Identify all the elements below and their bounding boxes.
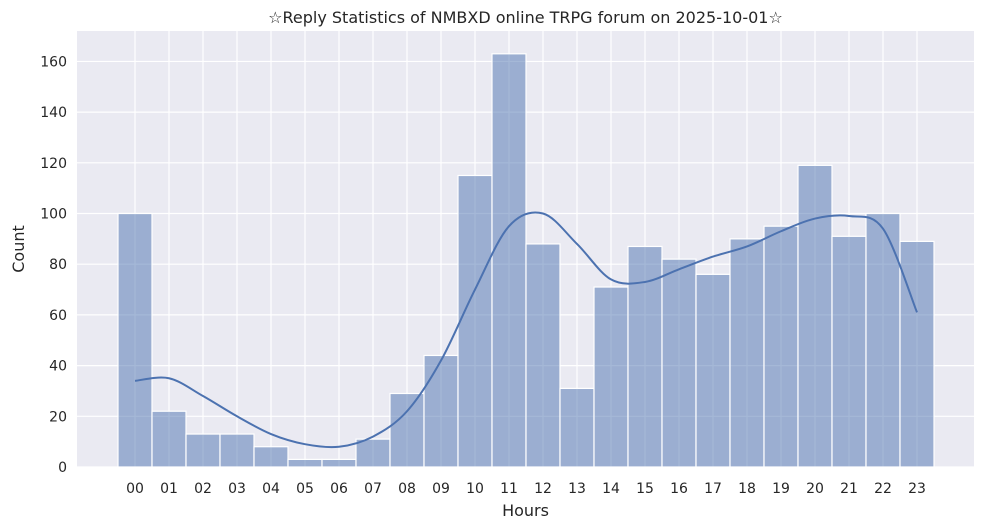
bar-20 (797, 164, 833, 468)
x-tick-label: 11 (500, 481, 518, 497)
x-tick-label: 07 (364, 481, 382, 497)
bar-08 (389, 392, 425, 468)
x-tick-label: 15 (636, 481, 654, 497)
x-tick-label: 18 (738, 481, 756, 497)
bar-11 (491, 53, 527, 468)
x-tick-label: 00 (126, 481, 144, 497)
bar-05 (287, 458, 323, 468)
bar-04 (253, 446, 289, 468)
x-tick-label: 10 (466, 481, 484, 497)
y-tick-label: 120 (40, 156, 67, 172)
bar-02 (185, 433, 221, 468)
x-tick-label: 14 (602, 481, 620, 497)
y-tick-label: 100 (40, 207, 67, 223)
x-axis-label: Hours (502, 501, 549, 520)
x-tick-label: 01 (160, 481, 178, 497)
bar-17 (695, 273, 731, 468)
y-axis-label: Count (9, 225, 28, 273)
y-tick-label: 40 (49, 359, 67, 375)
x-tick-label: 03 (228, 481, 246, 497)
x-tick-label: 08 (398, 481, 416, 497)
bar-21 (831, 235, 867, 468)
bar-19 (763, 225, 799, 468)
bar-00 (117, 212, 153, 468)
bar-01 (151, 410, 187, 468)
bar-14 (593, 286, 629, 468)
bars-group (117, 53, 935, 468)
x-tick-label: 04 (262, 481, 280, 497)
x-tick-label: 13 (568, 481, 586, 497)
x-tick-label: 19 (772, 481, 790, 497)
x-tick-label: 06 (330, 481, 348, 497)
bar-07 (355, 438, 391, 468)
bar-12 (525, 243, 561, 468)
y-tick-label: 20 (49, 409, 67, 425)
bar-22 (865, 212, 901, 468)
kde-curve (134, 211, 918, 449)
x-tick-label: 23 (908, 481, 926, 497)
bar-23 (899, 240, 935, 468)
chart-title: ☆Reply Statistics of NMBXD online TRPG f… (268, 8, 783, 27)
bar-16 (661, 258, 697, 468)
bar-09 (423, 354, 459, 468)
y-tick-label: 0 (58, 460, 67, 476)
y-tick-label: 80 (49, 257, 67, 273)
bar-06 (321, 458, 357, 468)
y-axis-ticks: 0 20 40 60 80 100 120 140 160 (40, 54, 67, 476)
bar-10 (457, 174, 493, 468)
x-tick-label: 16 (670, 481, 688, 497)
x-tick-label: 21 (840, 481, 858, 497)
x-tick-label: 20 (806, 481, 824, 497)
y-tick-label: 60 (49, 308, 67, 324)
y-tick-label: 140 (40, 105, 67, 121)
y-tick-label: 160 (40, 54, 67, 70)
bar-18 (729, 238, 765, 468)
x-tick-label: 09 (432, 481, 450, 497)
x-tick-label: 02 (194, 481, 212, 497)
x-axis-ticks: 00 01 02 03 04 05 06 07 08 09 10 11 12 13 14 15 16 17 18 19… (126, 481, 926, 497)
x-tick-label: 22 (874, 481, 892, 497)
x-tick-label: 05 (296, 481, 314, 497)
x-tick-label: 12 (534, 481, 552, 497)
bar-03 (219, 433, 255, 468)
bar-13 (559, 387, 595, 468)
x-tick-label: 17 (704, 481, 722, 497)
